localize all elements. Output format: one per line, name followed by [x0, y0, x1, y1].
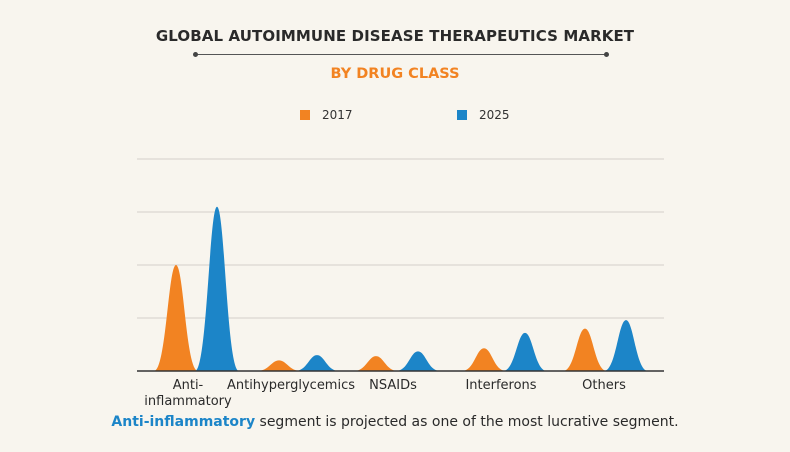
caption-highlight: Anti-inflammatory	[111, 414, 256, 430]
peak-2017-interferons	[462, 348, 506, 371]
x-tick-label-antihyperglycemics: Antihyperglycemics	[227, 378, 355, 393]
peak-2025-nsaids	[396, 351, 440, 371]
x-tick-label-interferons: Interferons	[465, 378, 536, 393]
chart-subtitle: BY DRUG CLASS	[330, 66, 460, 82]
legend-label-2025: 2025	[479, 108, 510, 122]
legend-swatch-2025	[457, 110, 467, 120]
peak-2025-others	[604, 320, 648, 371]
peak-2025-antihyperglycemics	[295, 355, 339, 371]
x-tick-label-others: Others	[582, 378, 626, 393]
chart-caption: Anti-inflammatory segment is projected a…	[0, 414, 790, 430]
x-tick-label-nsaids: NSAIDs	[369, 378, 417, 393]
peak-2017-others	[563, 328, 607, 371]
legend-swatch-2017	[300, 110, 310, 120]
legend-item-2025: 2025	[457, 107, 510, 123]
peak-2025-anti-inflammatory	[195, 206, 239, 371]
peak-2017-antihyperglycemics	[257, 360, 301, 371]
peak-2017-nsaids	[354, 356, 398, 371]
peak-2025-interferons	[503, 332, 547, 371]
x-tick-label-anti-inflammatory: Anti-inflammatory	[144, 378, 232, 409]
title-divider	[193, 52, 609, 57]
divider-dot-left	[193, 52, 198, 57]
peak-2017-anti-inflammatory	[154, 265, 198, 371]
legend-label-2017: 2017	[322, 108, 353, 122]
caption-text: segment is projected as one of the most …	[255, 414, 679, 430]
divider-dot-right	[604, 52, 609, 57]
chart-title: GLOBAL AUTOIMMUNE DISEASE THERAPEUTICS M…	[155, 27, 635, 45]
legend-item-2017: 2017	[300, 107, 353, 123]
